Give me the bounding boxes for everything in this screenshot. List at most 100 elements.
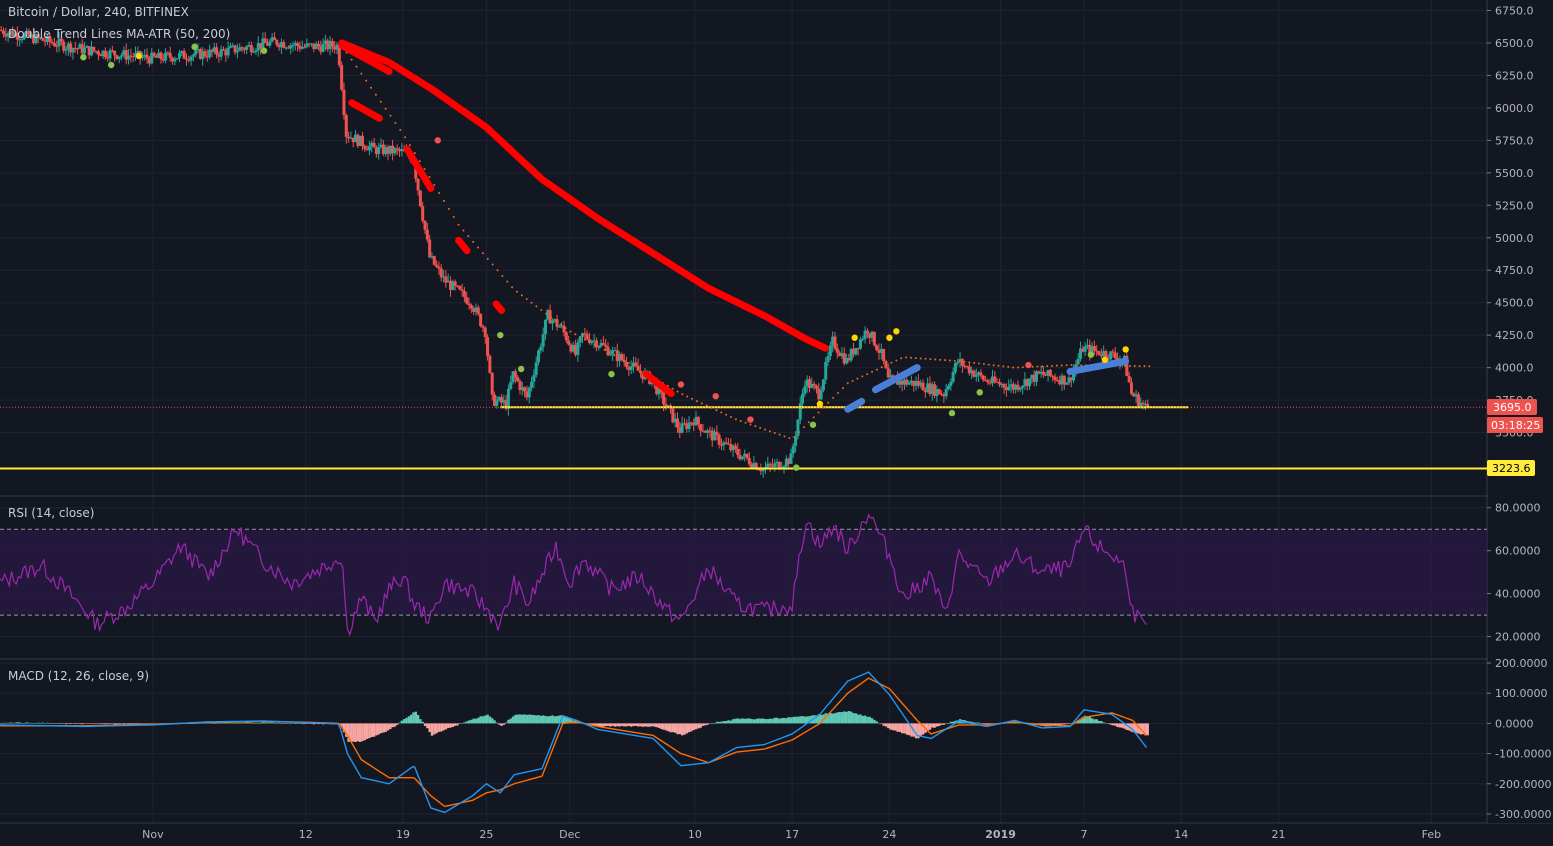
candle bbox=[898, 379, 902, 389]
trend50-dot bbox=[871, 370, 874, 373]
trend50-dot bbox=[408, 144, 411, 147]
macd-pane[interactable] bbox=[0, 671, 1149, 814]
price-pane[interactable] bbox=[0, 25, 1487, 478]
trend50-dot bbox=[695, 400, 698, 403]
macd-histogram-bar bbox=[910, 723, 913, 737]
candle-body bbox=[981, 375, 985, 380]
candle-body bbox=[458, 286, 462, 290]
time-axis[interactable]: Nov 12 19 25 Dec 10 17 24 2019 7 14 21 Feb bbox=[142, 828, 1441, 841]
price-axis-label: 4500.0 bbox=[1495, 297, 1534, 310]
candle-body bbox=[303, 46, 307, 48]
candle-body bbox=[446, 280, 450, 283]
candle bbox=[534, 356, 538, 378]
macd-histogram-bar bbox=[678, 723, 682, 735]
macd-histogram-bar bbox=[474, 718, 478, 724]
macd-histogram-bar bbox=[111, 723, 114, 724]
candle bbox=[576, 339, 580, 362]
candle-body bbox=[22, 33, 26, 40]
macd-histogram-bar bbox=[697, 723, 700, 729]
macd-histogram-bar bbox=[365, 723, 369, 739]
candle-body bbox=[310, 43, 314, 45]
candle-body bbox=[796, 419, 800, 437]
candle-body bbox=[914, 381, 918, 386]
candle-body bbox=[594, 340, 598, 348]
trend50-dot bbox=[511, 286, 514, 289]
candle-body bbox=[210, 49, 214, 52]
candle-body bbox=[861, 338, 865, 340]
macd-histogram-bar bbox=[16, 722, 19, 724]
candle-body bbox=[819, 390, 823, 400]
candle-body bbox=[113, 50, 117, 56]
candle-body bbox=[803, 386, 807, 394]
candle bbox=[933, 381, 937, 399]
rsi-pane[interactable] bbox=[0, 513, 1487, 637]
macd-histogram-bar bbox=[11, 722, 14, 724]
candle-body bbox=[129, 55, 133, 57]
macd-histogram-bar bbox=[1063, 723, 1066, 725]
trend50-dot bbox=[958, 360, 961, 363]
trend50-dot bbox=[866, 373, 869, 376]
trend50-dot bbox=[535, 305, 538, 308]
candle bbox=[64, 46, 68, 56]
macd-histogram-bar bbox=[926, 723, 929, 732]
candle-body bbox=[1002, 384, 1006, 388]
trend50-red-segment bbox=[642, 370, 675, 398]
candle-body bbox=[226, 47, 230, 56]
candle bbox=[747, 452, 751, 467]
candle bbox=[548, 304, 552, 324]
candle-body bbox=[263, 38, 267, 44]
candle-body bbox=[110, 50, 114, 52]
candle-body bbox=[152, 52, 156, 57]
candle-body bbox=[298, 45, 302, 49]
candle-body bbox=[1097, 351, 1101, 355]
candle-body bbox=[671, 408, 675, 423]
macd-histogram-bar bbox=[771, 718, 774, 724]
candle bbox=[678, 421, 682, 439]
candle bbox=[312, 43, 316, 53]
candle-body bbox=[990, 376, 994, 383]
date-label: Dec bbox=[559, 828, 580, 841]
candle bbox=[907, 380, 911, 386]
candle bbox=[59, 33, 63, 46]
candle-body bbox=[615, 350, 619, 361]
candle-body bbox=[965, 366, 969, 368]
candle bbox=[212, 42, 216, 55]
candle bbox=[418, 190, 422, 208]
signal-dot bbox=[893, 328, 900, 335]
candle bbox=[979, 369, 983, 379]
macd-histogram-bar bbox=[680, 723, 684, 736]
macd-histogram-bar bbox=[819, 714, 823, 724]
trend50-dot bbox=[992, 364, 995, 367]
candle-body bbox=[543, 319, 547, 335]
rsi-axis-label: 60.0000 bbox=[1495, 545, 1541, 558]
candle bbox=[803, 380, 807, 397]
candle bbox=[828, 341, 832, 361]
macd-histogram-bar bbox=[548, 716, 552, 724]
candle bbox=[1037, 370, 1041, 375]
trend50-dot bbox=[428, 176, 431, 179]
macd-histogram-bar bbox=[215, 723, 218, 724]
candle-body bbox=[127, 55, 131, 60]
trend50-dot bbox=[404, 136, 407, 139]
candle bbox=[537, 348, 541, 366]
candle bbox=[219, 45, 223, 61]
candle bbox=[62, 39, 66, 54]
candle bbox=[467, 297, 471, 310]
macd-histogram-bar bbox=[1118, 723, 1122, 728]
candle bbox=[592, 333, 596, 349]
candle-body bbox=[13, 33, 17, 37]
candle-body bbox=[365, 148, 369, 151]
candle bbox=[268, 38, 272, 48]
candle bbox=[638, 364, 642, 378]
macd-histogram-bar bbox=[801, 715, 804, 724]
candle-body bbox=[759, 469, 763, 472]
candle-body bbox=[810, 383, 814, 388]
candle bbox=[8, 30, 12, 37]
macd-histogram-bar bbox=[18, 722, 21, 724]
macd-histogram-bar bbox=[917, 723, 920, 739]
candle bbox=[39, 36, 43, 40]
macd-histogram-bar bbox=[76, 723, 79, 724]
candle bbox=[997, 378, 1001, 388]
trend50-dot bbox=[564, 327, 567, 330]
